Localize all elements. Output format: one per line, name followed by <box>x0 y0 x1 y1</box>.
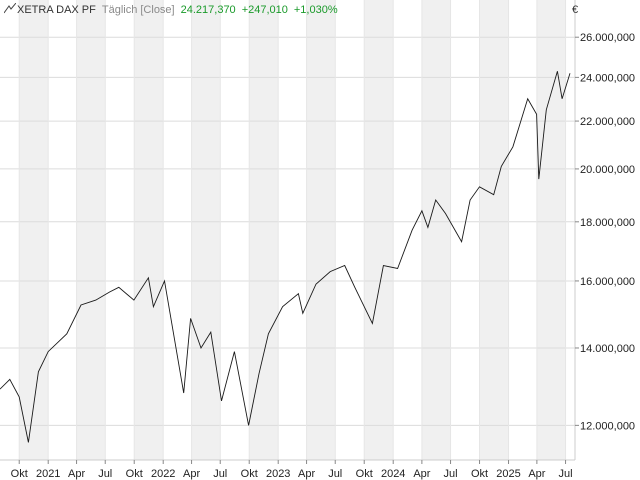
price-change: +247,010 <box>241 4 288 16</box>
time-band <box>0 0 20 460</box>
time-band <box>105 0 135 460</box>
time-band <box>163 0 192 460</box>
time-band <box>48 0 77 460</box>
time-band <box>335 0 365 460</box>
x-tick-label: Apr <box>528 468 545 480</box>
price-change-percent: +1,030% <box>293 4 338 16</box>
time-band <box>220 0 250 460</box>
time-band <box>393 0 422 460</box>
time-band <box>191 0 221 460</box>
x-tick-label: 2024 <box>381 468 405 480</box>
x-tick-label: 2022 <box>151 468 175 480</box>
x-tick-label: Apr <box>298 468 315 480</box>
y-tick-label: 24.000,000 <box>580 72 635 84</box>
last-price: 24.217,370 <box>180 4 236 16</box>
time-band <box>278 0 307 460</box>
time-band <box>565 0 575 460</box>
y-tick-label: 16.000,000 <box>580 276 635 288</box>
x-tick-label: 2023 <box>266 468 290 480</box>
time-band <box>134 0 164 460</box>
x-tick-label: Okt <box>126 468 143 480</box>
price-line[interactable] <box>0 71 571 443</box>
time-band <box>421 0 451 460</box>
y-tick-label: 12.000,000 <box>580 420 635 432</box>
symbol-name: XETRA DAX PF <box>17 4 96 16</box>
line-chart-icon[interactable] <box>3 2 17 14</box>
y-tick-label: 26.000,000 <box>580 32 635 44</box>
y-tick-label: 14.000,000 <box>580 343 635 355</box>
x-axis-labels: Okt 2021 Apr Jul Okt 2022 Apr Jul Okt 2023 Apr Jul O… <box>11 460 573 480</box>
x-tick-label: Apr <box>413 468 430 480</box>
x-tick-label: Okt <box>241 468 258 480</box>
x-tick-label: Okt <box>356 468 373 480</box>
y-tick-label: 22.000,000 <box>580 116 635 128</box>
x-tick-label: Jul <box>559 468 573 480</box>
x-tick-label: Jul <box>213 468 227 480</box>
vertical-gridlines <box>18 0 567 460</box>
currency-label: € <box>572 4 579 16</box>
time-bands <box>0 0 575 460</box>
x-tick-label: Okt <box>11 468 28 480</box>
interval-label: Täglich [Close] <box>101 4 175 16</box>
chart-header: XETRA DAX PF Täglich [Close] 24.217,370 +24… <box>3 2 344 17</box>
time-band <box>19 0 49 460</box>
time-band <box>249 0 279 460</box>
x-tick-label: Jul <box>328 468 342 480</box>
x-tick-label: 2021 <box>36 468 60 480</box>
y-axis-labels: 12.000,000 14.000,000 16.000,000 18.000,000… <box>575 32 635 432</box>
x-tick-label: Jul <box>444 468 458 480</box>
x-tick-label: Apr <box>68 468 85 480</box>
x-tick-label: Apr <box>183 468 200 480</box>
time-band <box>76 0 106 460</box>
time-band <box>508 0 537 460</box>
time-band <box>479 0 509 460</box>
x-tick-label: Jul <box>98 468 112 480</box>
x-tick-label: Okt <box>471 468 488 480</box>
y-tick-label: 20.000,000 <box>580 164 635 176</box>
y-tick-label: 18.000,000 <box>580 217 635 229</box>
time-band <box>364 0 394 460</box>
time-band <box>536 0 566 460</box>
x-tick-label: 2025 <box>496 468 520 480</box>
time-band <box>306 0 336 460</box>
